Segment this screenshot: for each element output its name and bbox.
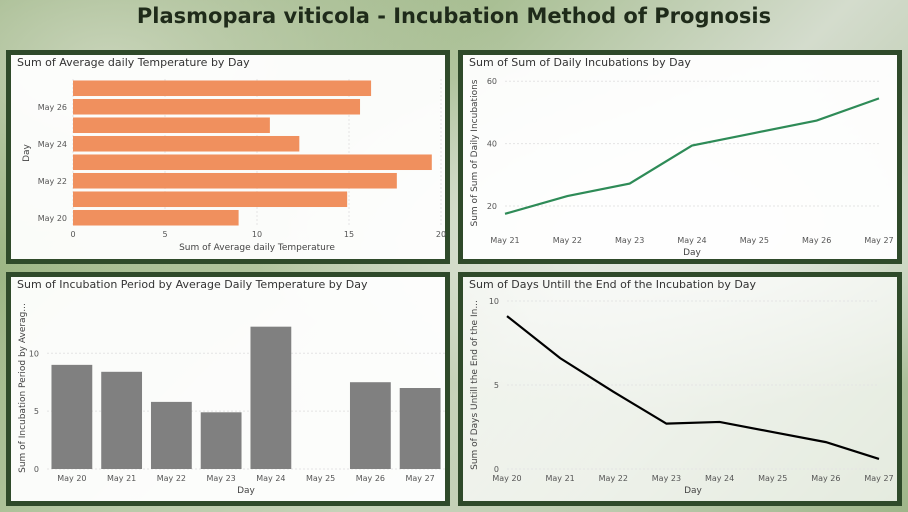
- x-tick-label: 0: [70, 230, 75, 239]
- x-tick-label: May 24: [677, 236, 706, 245]
- y-axis-label: Sum of Incubation Period by Averag...: [18, 303, 28, 473]
- incubation-period-bar-chart: 0 5 10 May 20 May 21 May 22 May 23 May 24 May 25…: [18, 303, 445, 496]
- x-tick-label: May 23: [206, 474, 235, 483]
- x-tick-label: May 27: [405, 474, 434, 483]
- incubations-line-chart: 20 40 60 May 21 May 22 May 23 May 24 May 25 May …: [470, 77, 894, 258]
- days-until-end-line-panel[interactable]: Sum of Days Untill the End of the Incuba…: [458, 272, 902, 506]
- temperature-bar: [73, 80, 372, 97]
- x-tick-label: 20: [436, 230, 446, 239]
- temperature-bar-chart: 0 5 10 15 20 May 20 May 22 May 24 May 26 Sum of A…: [22, 79, 446, 253]
- x-tick-label: May 26: [802, 236, 831, 245]
- incubation-period-bar: [399, 388, 441, 469]
- x-tick-label: May 23: [652, 474, 681, 483]
- incubation-period-bar: [150, 401, 192, 469]
- x-tick-label: May 20: [492, 474, 521, 483]
- dashboard-title: Plasmopara viticola - Incubation Method …: [136, 4, 772, 28]
- x-axis-label: Sum of Average daily Temperature: [179, 243, 335, 253]
- temperature-bar: [73, 172, 397, 189]
- x-tick-label: May 27: [864, 474, 893, 483]
- days-until-end-chart-title: Sum of Days Untill the End of the Incuba…: [469, 278, 757, 291]
- y-tick-label: 10: [489, 297, 499, 306]
- series-line: [504, 97, 880, 215]
- y-tick-label: 20: [487, 202, 497, 211]
- y-tick-label: 40: [487, 140, 497, 149]
- x-tick-label: May 22: [599, 474, 628, 483]
- temperature-bar: [73, 117, 270, 134]
- incubation-period-chart-title: Sum of Incubation Period by Average Dail…: [17, 278, 368, 291]
- x-axis-label: Day: [683, 248, 701, 258]
- temperature-chart-title: Sum of Average daily Temperature by Day: [17, 56, 250, 69]
- x-tick-label: May 24: [705, 474, 734, 483]
- y-axis-label: Day: [22, 143, 32, 161]
- temperature-bar-panel[interactable]: Sum of Average daily Temperature by Day …: [6, 50, 450, 264]
- y-tick-label: May 22: [38, 177, 67, 186]
- temperature-bar: [73, 154, 432, 171]
- y-tick-label: 60: [487, 77, 497, 86]
- y-tick-label: May 20: [38, 214, 67, 223]
- incubation-period-bar: [200, 412, 242, 469]
- y-tick-label: May 26: [38, 103, 67, 112]
- incubations-line-panel[interactable]: Sum of Sum of Daily Incubations by Day 2…: [458, 50, 902, 264]
- incubation-period-bar: [51, 364, 93, 469]
- x-tick-label: May 20: [57, 474, 86, 483]
- days-until-end-line-chart: 0 5 10 May 20 May 21 May 22 May 23 May 24 May 25…: [470, 297, 894, 496]
- x-tick-label: May 26: [356, 474, 385, 483]
- y-tick-label: 0: [34, 465, 39, 474]
- y-tick-label: 5: [34, 407, 39, 416]
- x-tick-label: May 23: [615, 236, 644, 245]
- temperature-bar: [73, 209, 239, 226]
- x-tick-label: May 21: [107, 474, 136, 483]
- x-tick-label: 15: [344, 230, 354, 239]
- x-tick-label: May 22: [157, 474, 186, 483]
- x-tick-label: May 26: [811, 474, 840, 483]
- series-line: [506, 315, 880, 460]
- y-tick-label: 10: [29, 349, 39, 358]
- incubations-chart-title: Sum of Sum of Daily Incubations by Day: [469, 56, 691, 69]
- x-tick-label: May 24: [256, 474, 285, 483]
- x-tick-label: May 25: [758, 474, 787, 483]
- incubation-period-bar: [250, 326, 292, 469]
- x-axis-label: Day: [684, 486, 702, 496]
- x-tick-label: 10: [252, 230, 262, 239]
- incubation-period-bar: [101, 371, 143, 469]
- y-tick-label: 0: [494, 465, 499, 474]
- temperature-bar: [73, 135, 300, 152]
- y-tick-label: May 24: [38, 140, 67, 149]
- y-axis-label: Sum of Sum of Daily Incubations: [470, 79, 480, 226]
- x-tick-label: May 21: [546, 474, 575, 483]
- temperature-bar: [73, 98, 361, 115]
- y-tick-label: 5: [494, 381, 499, 390]
- x-axis-label: Day: [237, 486, 255, 496]
- x-tick-label: May 25: [306, 474, 335, 483]
- x-tick-label: May 22: [553, 236, 582, 245]
- x-tick-label: May 25: [740, 236, 769, 245]
- x-tick-label: May 21: [490, 236, 519, 245]
- incubation-period-bar-panel[interactable]: Sum of Incubation Period by Average Dail…: [6, 272, 450, 506]
- x-tick-label: 5: [162, 230, 167, 239]
- y-axis-label: Sum of Days Untill the End of the In...: [470, 300, 480, 470]
- temperature-bar: [73, 191, 348, 208]
- incubation-period-bar: [349, 382, 391, 469]
- x-tick-label: May 27: [864, 236, 893, 245]
